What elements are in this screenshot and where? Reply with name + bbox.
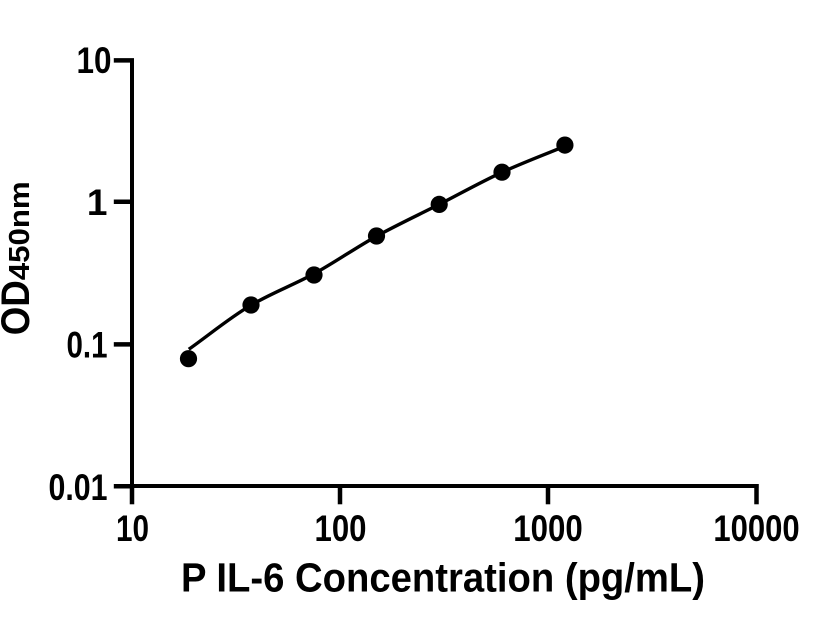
svg-text:450nm: 450nm: [4, 181, 36, 280]
svg-text:0.01: 0.01: [49, 467, 108, 508]
svg-text:OD: OD: [0, 280, 38, 335]
svg-text:0.1: 0.1: [67, 325, 108, 366]
svg-text:10: 10: [116, 508, 149, 549]
svg-text:1000: 1000: [513, 508, 583, 549]
svg-text:100: 100: [315, 508, 367, 549]
svg-text:P IL-6 Concentration (pg/mL): P IL-6 Concentration (pg/mL): [181, 555, 705, 601]
svg-text:1: 1: [87, 182, 108, 223]
svg-text:10: 10: [77, 40, 112, 81]
svg-text:10000: 10000: [713, 508, 799, 549]
